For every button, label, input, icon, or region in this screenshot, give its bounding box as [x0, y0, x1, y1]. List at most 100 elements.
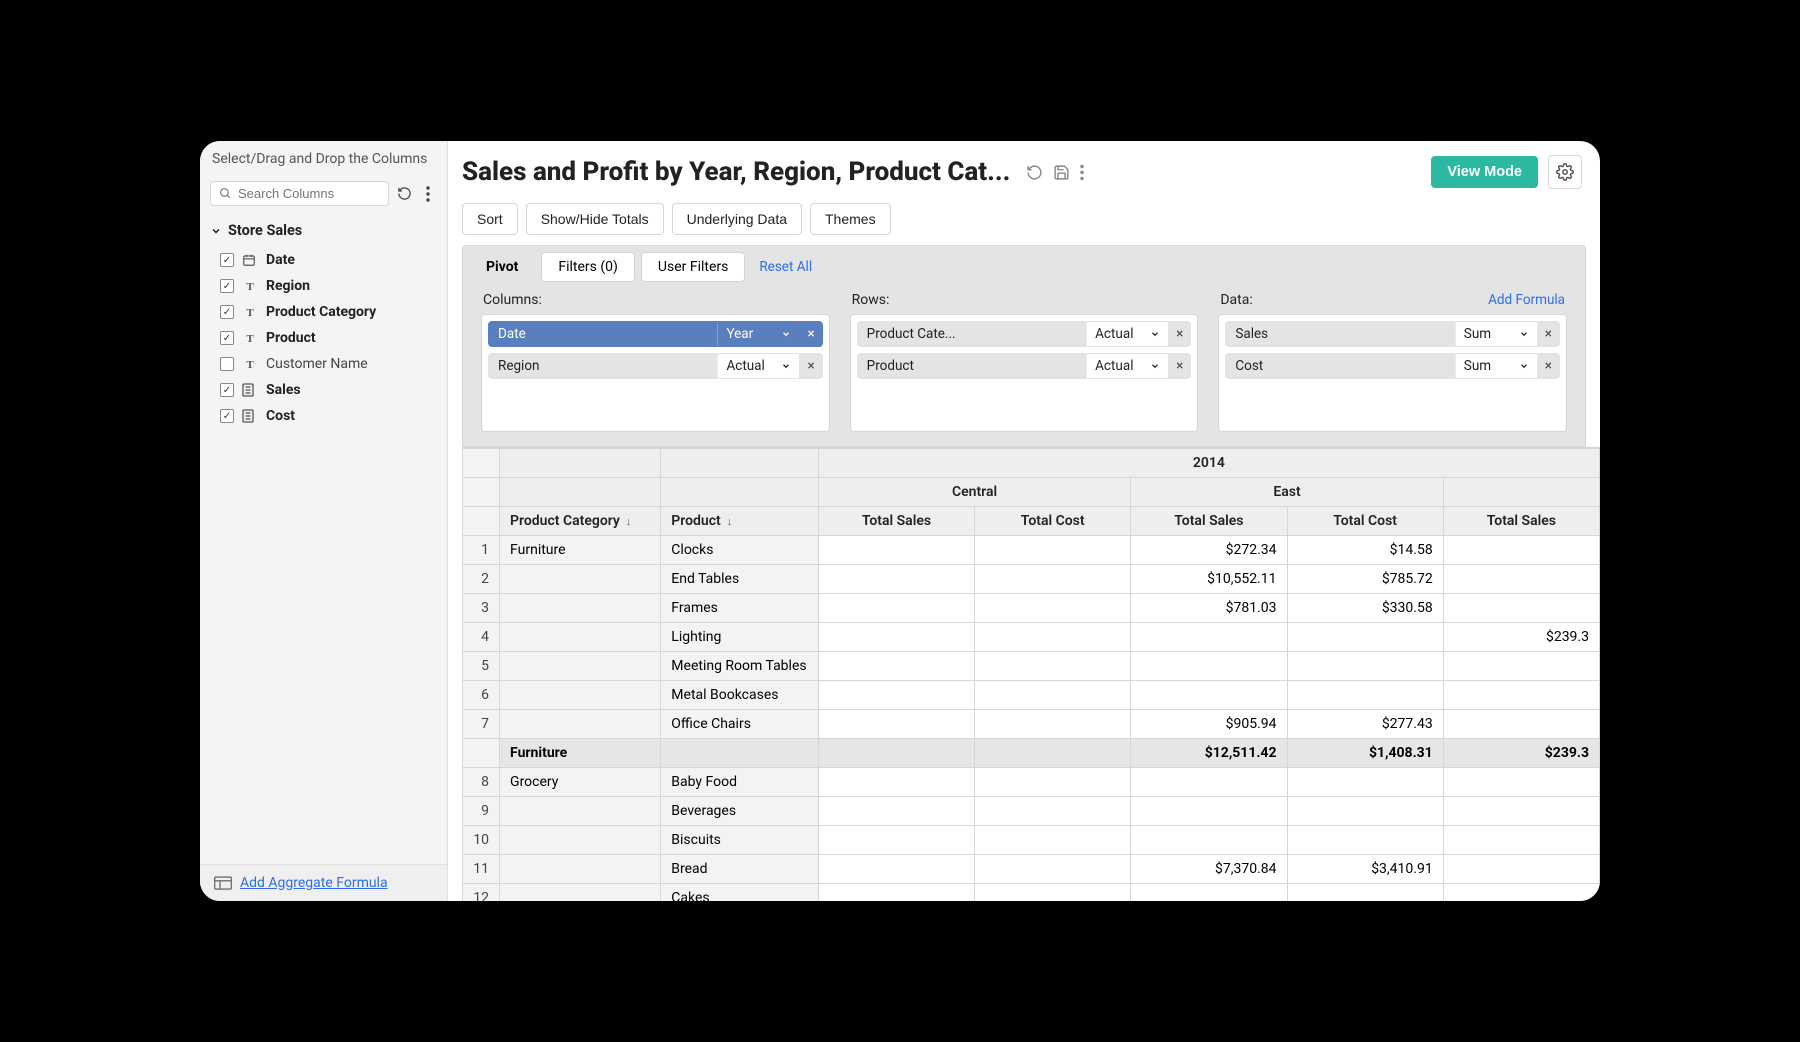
- chip-select[interactable]: Actual: [717, 354, 799, 378]
- pivot-chip[interactable]: ProductActual ×: [857, 353, 1192, 379]
- add-aggregate-formula-link[interactable]: Add Aggregate Formula: [240, 875, 388, 891]
- column-type-icon: T: [242, 332, 258, 345]
- cell-value: [1131, 884, 1287, 902]
- cell-value: [818, 623, 974, 652]
- chip-select[interactable]: Sum: [1455, 322, 1537, 346]
- table-row[interactable]: 7Office Chairs$905.94$277.43: [463, 710, 1600, 739]
- show-hide-totals-button[interactable]: Show/Hide Totals: [526, 203, 664, 235]
- chip-select[interactable]: Actual: [1086, 322, 1168, 346]
- pivot-chip[interactable]: SalesSum ×: [1225, 321, 1560, 347]
- search-input[interactable]: [238, 186, 380, 201]
- column-item[interactable]: Sales: [200, 377, 447, 403]
- app-window: Select/Drag and Drop the Columns Store S…: [200, 141, 1600, 901]
- tab-pivot[interactable]: Pivot: [469, 252, 535, 282]
- cell-value: $14.58: [1287, 536, 1443, 565]
- close-icon[interactable]: ×: [799, 358, 822, 374]
- measure-header[interactable]: Total Sales: [818, 507, 974, 536]
- cell-product: Metal Bookcases: [661, 681, 819, 710]
- column-item[interactable]: TProduct: [200, 325, 447, 351]
- save-icon[interactable]: [1053, 164, 1070, 181]
- column-label: Product Category: [266, 304, 376, 320]
- table-row[interactable]: 5Meeting Room Tables: [463, 652, 1600, 681]
- view-mode-button[interactable]: View Mode: [1431, 156, 1538, 188]
- table-row[interactable]: 4Lighting$239.3: [463, 623, 1600, 652]
- tab-user-filters[interactable]: User Filters: [641, 252, 745, 282]
- checkbox[interactable]: [220, 383, 234, 397]
- table-row[interactable]: 10Biscuits: [463, 826, 1600, 855]
- tab-filters[interactable]: Filters (0): [541, 252, 635, 282]
- column-group-title: Store Sales: [228, 222, 302, 239]
- measure-header[interactable]: Total Sales: [1131, 507, 1287, 536]
- drop-zone-columns[interactable]: DateYear × RegionActual ×: [481, 314, 830, 432]
- more-vert-icon[interactable]: [419, 185, 437, 203]
- more-vert-icon[interactable]: [1080, 164, 1084, 181]
- table-row[interactable]: 3Frames$781.03$330.58: [463, 594, 1600, 623]
- cell-value: $3,410.91: [1287, 855, 1443, 884]
- row-number: 5: [463, 652, 500, 681]
- column-item[interactable]: TCustomer Name: [200, 351, 447, 377]
- pivot-table-body: 1FurnitureClocks$272.34$14.582End Tables…: [463, 536, 1600, 902]
- column-item[interactable]: Cost: [200, 403, 447, 429]
- refresh-icon[interactable]: [1026, 164, 1043, 181]
- chip-label: Region: [488, 354, 717, 378]
- column-item[interactable]: TRegion: [200, 273, 447, 299]
- column-item[interactable]: Date: [200, 247, 447, 273]
- column-type-icon: [242, 383, 258, 397]
- settings-button[interactable]: [1548, 155, 1582, 189]
- chip-select[interactable]: Year: [717, 322, 799, 346]
- checkbox[interactable]: [220, 331, 234, 345]
- row-number: 1: [463, 536, 500, 565]
- row-header-product[interactable]: Product↓: [661, 507, 819, 536]
- cell-value: $277.43: [1287, 710, 1443, 739]
- drop-zone-data[interactable]: SalesSum × CostSum ×: [1218, 314, 1567, 432]
- add-formula-link[interactable]: Add Formula: [1488, 292, 1565, 308]
- search-input-wrapper[interactable]: [210, 181, 389, 206]
- pivot-chip[interactable]: DateYear ×: [488, 321, 823, 347]
- column-item[interactable]: TProduct Category: [200, 299, 447, 325]
- table-row[interactable]: 1FurnitureClocks$272.34$14.58: [463, 536, 1600, 565]
- chip-select[interactable]: Sum: [1455, 354, 1537, 378]
- pivot-table: 2014 Central East Product Category↓ Prod…: [462, 448, 1600, 901]
- table-row[interactable]: 2End Tables$10,552.11$785.72: [463, 565, 1600, 594]
- drop-zone-rows[interactable]: Product Cate...Actual × ProductActual ×: [850, 314, 1199, 432]
- underlying-data-button[interactable]: Underlying Data: [672, 203, 802, 235]
- table-row[interactable]: 12Cakes: [463, 884, 1600, 902]
- measure-header[interactable]: Total Cost: [1287, 507, 1443, 536]
- subtotal-value: [818, 739, 974, 768]
- table-row[interactable]: 8GroceryBaby Food: [463, 768, 1600, 797]
- close-icon[interactable]: ×: [1168, 358, 1191, 374]
- cell-value: [975, 884, 1131, 902]
- measure-header[interactable]: Total Cost: [975, 507, 1131, 536]
- table-row[interactable]: 9Beverages: [463, 797, 1600, 826]
- pivot-table-wrapper[interactable]: 2014 Central East Product Category↓ Prod…: [462, 447, 1600, 901]
- reset-all-link[interactable]: Reset All: [759, 259, 812, 275]
- pivot-chip[interactable]: CostSum ×: [1225, 353, 1560, 379]
- cell-category: [500, 623, 661, 652]
- close-icon[interactable]: ×: [1537, 358, 1560, 374]
- close-icon[interactable]: ×: [1537, 326, 1560, 342]
- checkbox[interactable]: [220, 305, 234, 319]
- measure-header[interactable]: Total Sales: [1443, 507, 1599, 536]
- checkbox[interactable]: [220, 279, 234, 293]
- sort-button[interactable]: Sort: [462, 203, 518, 235]
- row-number: 6: [463, 681, 500, 710]
- close-icon[interactable]: ×: [799, 326, 822, 342]
- checkbox[interactable]: [220, 409, 234, 423]
- themes-button[interactable]: Themes: [810, 203, 891, 235]
- checkbox[interactable]: [220, 357, 234, 371]
- row-header-category[interactable]: Product Category↓: [500, 507, 661, 536]
- cell-value: [818, 681, 974, 710]
- refresh-icon[interactable]: [395, 185, 413, 203]
- cell-value: [975, 623, 1131, 652]
- pivot-chip[interactable]: RegionActual ×: [488, 353, 823, 379]
- pivot-chip[interactable]: Product Cate...Actual ×: [857, 321, 1192, 347]
- close-icon[interactable]: ×: [1168, 326, 1191, 342]
- section-label: Rows:: [852, 292, 890, 308]
- cell-value: [1287, 768, 1443, 797]
- table-row[interactable]: 11Bread$7,370.84$3,410.91: [463, 855, 1600, 884]
- chip-select[interactable]: Actual: [1086, 354, 1168, 378]
- column-group-toggle[interactable]: Store Sales: [200, 216, 447, 245]
- checkbox[interactable]: [220, 253, 234, 267]
- sidebar-footer: Add Aggregate Formula: [200, 864, 447, 901]
- table-row[interactable]: 6 Metal Bookcases: [463, 681, 1600, 710]
